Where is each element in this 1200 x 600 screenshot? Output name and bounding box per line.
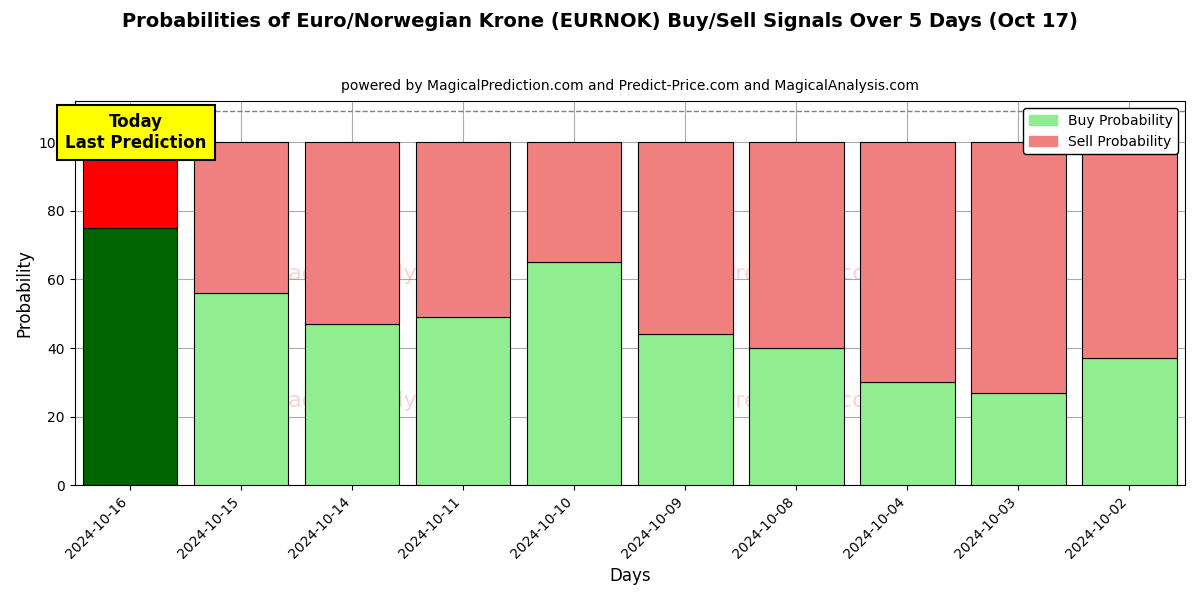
Text: Today
Last Prediction: Today Last Prediction (65, 113, 206, 152)
Text: MagicalPrediction.com: MagicalPrediction.com (638, 264, 888, 284)
Legend: Buy Probability, Sell Probability: Buy Probability, Sell Probability (1024, 108, 1178, 154)
Bar (416, 317, 510, 485)
Bar (305, 324, 400, 485)
Y-axis label: Probability: Probability (16, 249, 34, 337)
Bar (638, 142, 732, 334)
Bar (83, 228, 178, 485)
Bar (749, 142, 844, 348)
Bar (305, 142, 400, 324)
Bar (1082, 142, 1177, 358)
Bar (83, 142, 178, 228)
Bar (527, 262, 622, 485)
Bar (194, 293, 288, 485)
X-axis label: Days: Days (610, 567, 650, 585)
Text: MagicalAnalysis.com: MagicalAnalysis.com (270, 264, 502, 284)
Bar (638, 334, 732, 485)
Bar (1082, 358, 1177, 485)
Bar (971, 142, 1066, 392)
Text: MagicalAnalysis.com: MagicalAnalysis.com (270, 391, 502, 410)
Bar (527, 142, 622, 262)
Bar (194, 142, 288, 293)
Bar (416, 142, 510, 317)
Bar (860, 142, 955, 382)
Text: MagicalPrediction.com: MagicalPrediction.com (638, 391, 888, 410)
Bar (971, 392, 1066, 485)
Bar (860, 382, 955, 485)
Title: powered by MagicalPrediction.com and Predict-Price.com and MagicalAnalysis.com: powered by MagicalPrediction.com and Pre… (341, 79, 919, 93)
Bar (749, 348, 844, 485)
Text: Probabilities of Euro/Norwegian Krone (EURNOK) Buy/Sell Signals Over 5 Days (Oct: Probabilities of Euro/Norwegian Krone (E… (122, 12, 1078, 31)
